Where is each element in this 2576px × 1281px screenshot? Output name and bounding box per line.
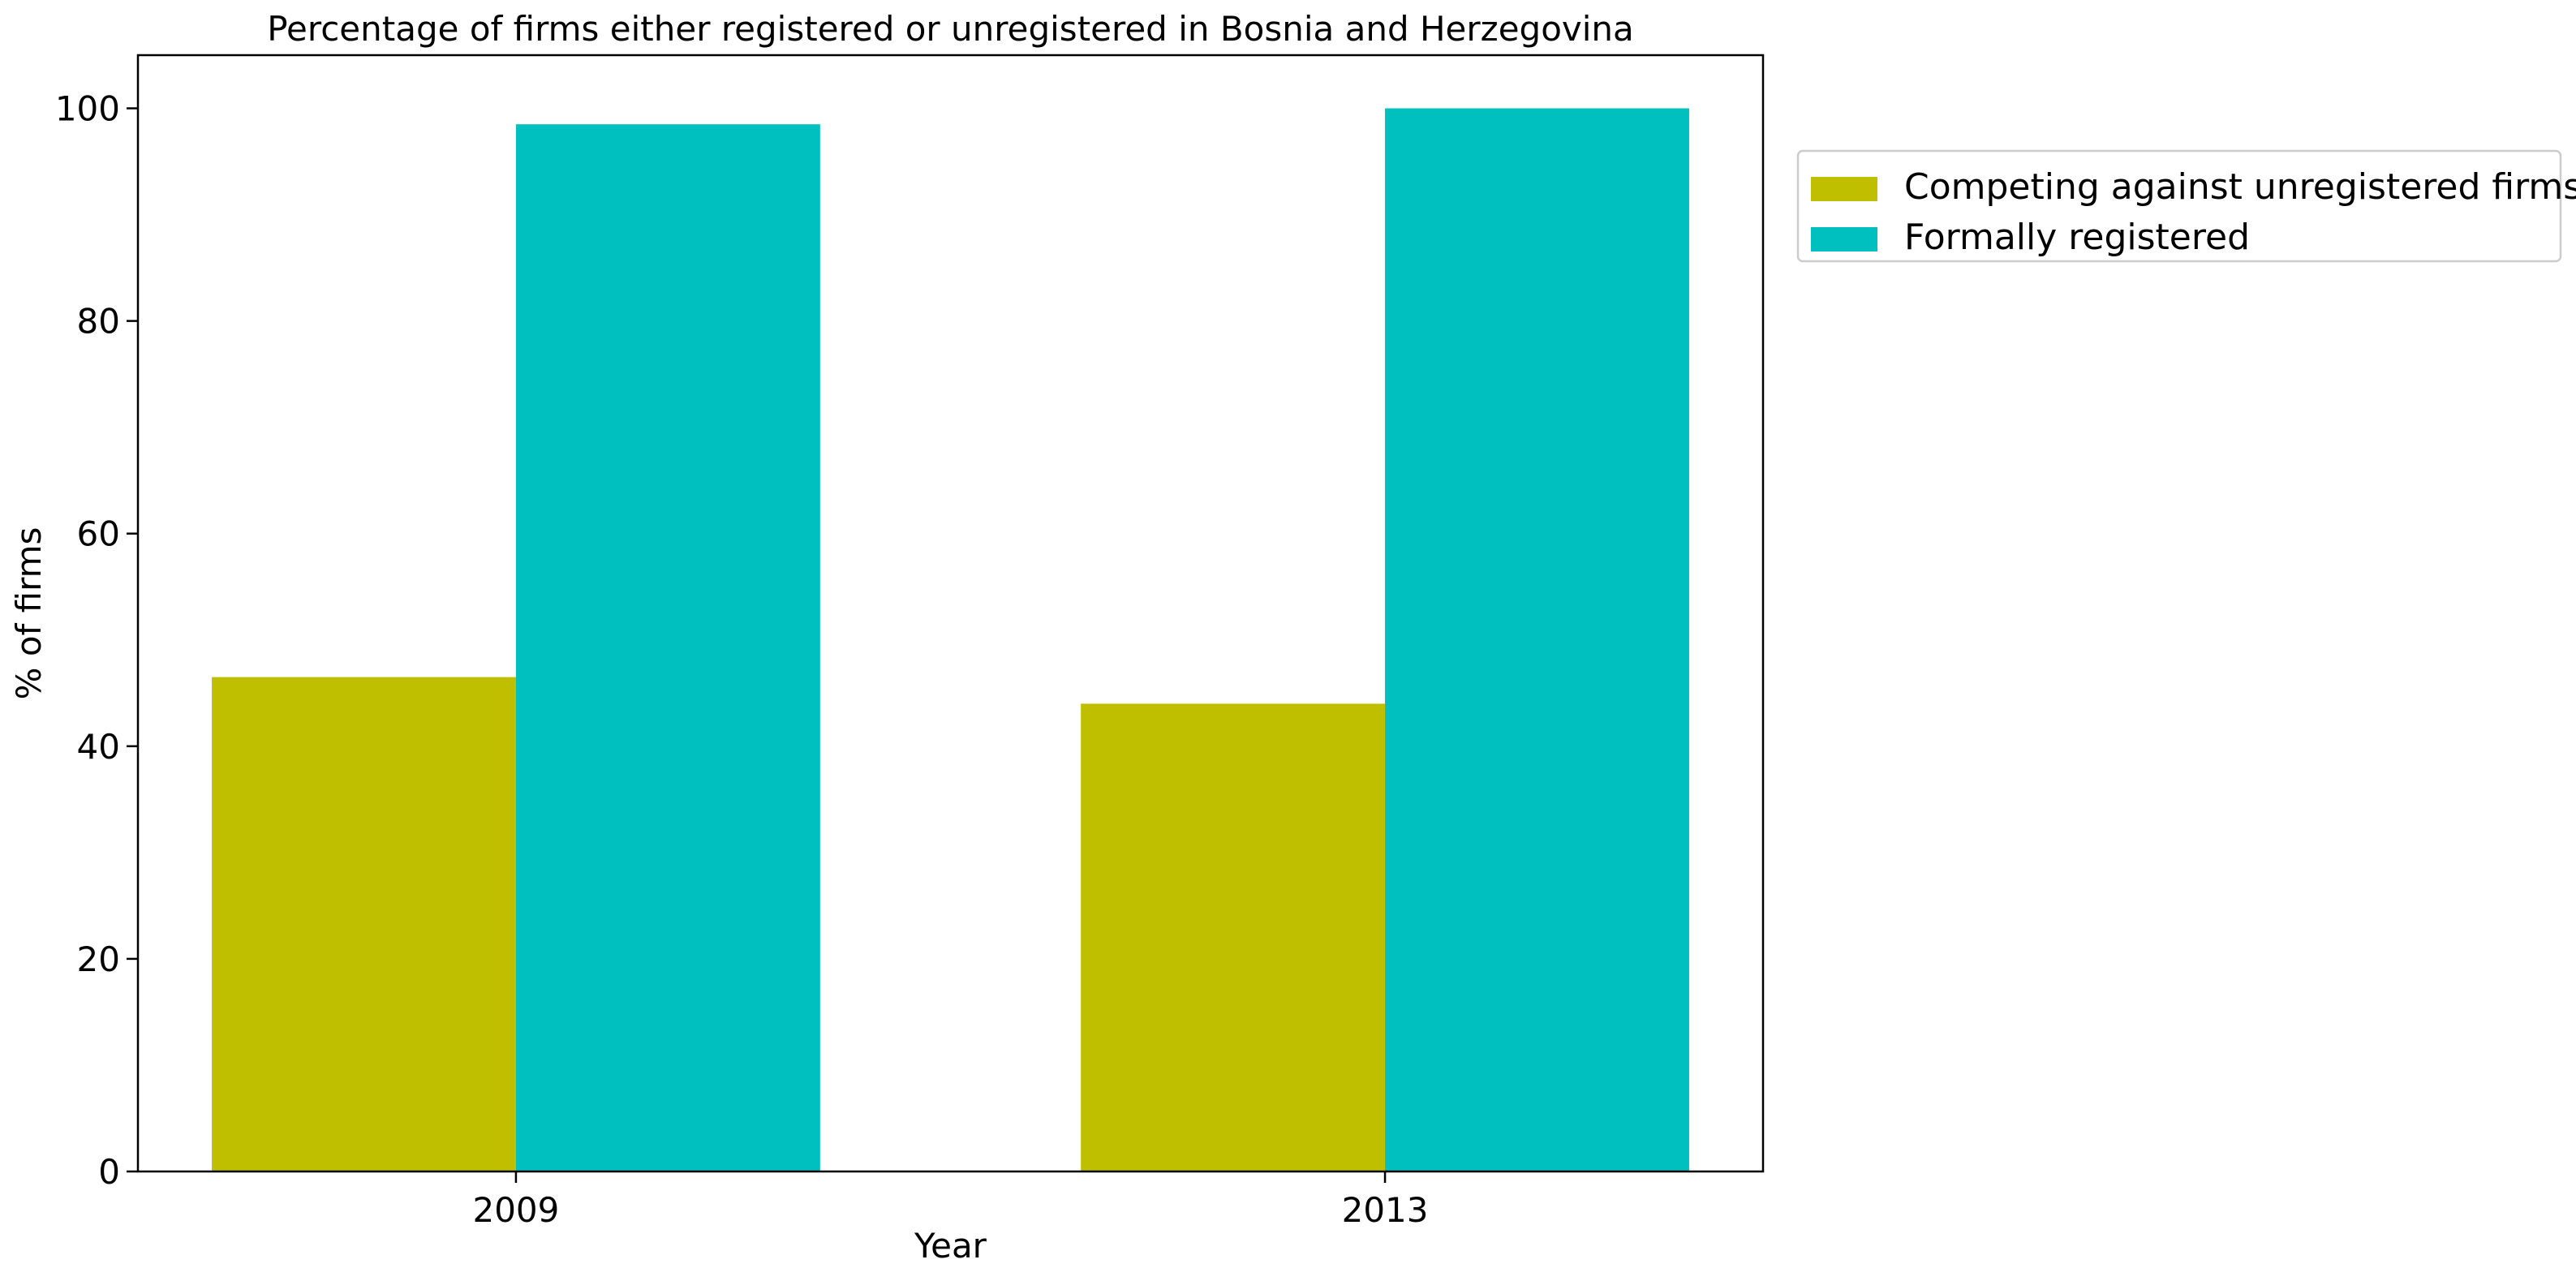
y-tick-label: 0 — [98, 1152, 120, 1192]
x-tick-label: 2009 — [472, 1190, 559, 1230]
plot-frame — [136, 54, 1765, 1173]
y-tick-label: 20 — [77, 939, 120, 979]
bar-formally-registered-2013 — [1385, 108, 1689, 1171]
legend-swatch — [1811, 177, 1877, 201]
legend-label: Competing against unregistered firms — [1904, 166, 2576, 208]
x-tick-label: 2013 — [1342, 1190, 1429, 1230]
y-tick-label: 60 — [77, 514, 120, 554]
chart-title: Percentage of firms either registered or… — [267, 9, 1634, 49]
bar-competing-unregistered-2009 — [212, 677, 516, 1171]
bars-group — [212, 108, 1689, 1172]
legend-box — [1796, 149, 2562, 263]
legend-label: Formally registered — [1904, 217, 2250, 258]
y-axis: 0 20 40 60 80 100 — [55, 89, 138, 1192]
y-tick-label: 80 — [77, 302, 120, 342]
y-axis-label: % of firms — [9, 527, 49, 700]
y-tick-label: 100 — [55, 89, 120, 129]
bar-competing-unregistered-2013 — [1081, 703, 1386, 1171]
bar-formally-registered-2009 — [515, 124, 820, 1172]
x-axis: 2009 2013 — [472, 1171, 1429, 1230]
y-tick-label: 40 — [77, 727, 120, 767]
legend: Competing against unregistered firms Form… — [1796, 149, 2576, 263]
legend-swatch — [1811, 227, 1877, 251]
x-axis-label: Year — [914, 1226, 987, 1266]
